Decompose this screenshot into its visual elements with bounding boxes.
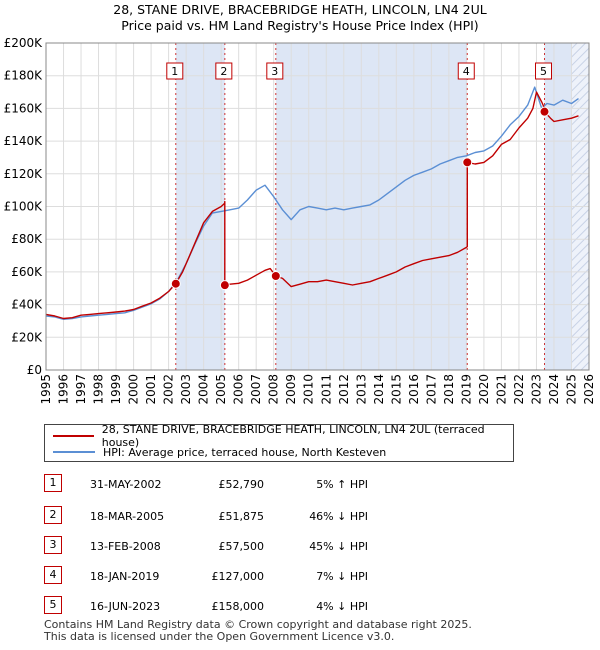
x-tick-label: 2016: [407, 374, 421, 405]
legend-hpi-label: HPI: Average price, terraced house, Nort…: [103, 445, 387, 459]
x-tick-label: 2023: [529, 374, 543, 405]
transaction-date: 13-FEB-2008: [90, 540, 161, 553]
sale-label-box-2: [215, 62, 233, 80]
transaction-number-badge: 2: [44, 506, 62, 524]
sale-label-box-5: [535, 62, 553, 80]
sale-label-1: 1: [171, 65, 178, 78]
y-tick-label: £0: [27, 363, 42, 377]
transaction-row: 1 31-MAY-2002 £52,790 5% ↑ HPI: [0, 474, 600, 496]
y-tick-label: £120K: [4, 167, 44, 181]
x-tick-label: 1995: [39, 374, 53, 405]
y-tick-label: £180K: [4, 69, 44, 83]
footer-copyright: Contains HM Land Registry data © Crown c…: [44, 618, 472, 631]
x-tick-label: 2005: [214, 374, 228, 405]
transaction-price: £51,875: [218, 510, 265, 523]
sale-label-box-1: [166, 62, 184, 80]
hpi-line: [45, 86, 579, 320]
transaction-number-badge: 3: [44, 536, 62, 554]
y-tick-label: £100K: [4, 200, 44, 214]
x-tick-label: 2001: [144, 374, 158, 405]
sale-label-3: 3: [271, 65, 278, 78]
transaction-hpi-diff: 7% ↓ HPI: [316, 570, 368, 583]
transaction-date: 18-MAR-2005: [90, 510, 165, 523]
transaction-row: 3 13-FEB-2008 £57,500 45% ↓ HPI: [0, 536, 600, 558]
sale-label-2: 2: [220, 65, 227, 78]
x-tick-label: 2018: [442, 374, 456, 405]
transaction-hpi-diff: 4% ↓ HPI: [316, 600, 368, 613]
x-tick-label: 2019: [459, 374, 473, 405]
x-tick-label: 2021: [494, 374, 508, 405]
x-tick-label: 2017: [424, 374, 438, 405]
y-tick-label: £200K: [4, 36, 44, 50]
y-tick-label: £160K: [4, 101, 44, 115]
x-tick-label: 2003: [179, 374, 193, 405]
transaction-price: £57,500: [218, 540, 265, 553]
x-tick-label: 2007: [249, 374, 263, 405]
y-tick-label: £40K: [11, 298, 43, 312]
x-tick-label: 2020: [477, 374, 491, 405]
sale-label-box-3: [266, 62, 284, 80]
property-line-swatch: [53, 435, 94, 437]
transaction-number-badge: 5: [44, 596, 62, 614]
transaction-price: £52,790: [218, 478, 265, 491]
x-tick-label: 2002: [162, 374, 176, 405]
x-tick-label: 2009: [284, 374, 298, 405]
transaction-price: £127,000: [211, 570, 265, 583]
transaction-date: 31-MAY-2002: [90, 478, 162, 491]
hpi-line-swatch: [53, 451, 95, 453]
transaction-hpi-diff: 5% ↑ HPI: [316, 478, 368, 491]
y-tick-label: £20K: [11, 330, 43, 344]
x-tick-label: 1996: [57, 374, 71, 405]
transaction-hpi-diff: 46% ↓ HPI: [309, 510, 368, 523]
x-tick-label: 2006: [232, 374, 246, 405]
transaction-price: £158,000: [211, 600, 265, 613]
y-tick-label: £80K: [11, 232, 43, 246]
transaction-row: 4 18-JAN-2019 £127,000 7% ↓ HPI: [0, 566, 600, 588]
sale-label-5: 5: [540, 65, 547, 78]
legend-property-label: 28, STANE DRIVE, BRACEBRIDGE HEATH, LINC…: [101, 423, 485, 449]
x-tick-label: 2010: [302, 374, 316, 405]
sale-point-3: [270, 270, 281, 281]
x-tick-label: 2015: [389, 374, 403, 405]
transaction-number-badge: 1: [44, 474, 62, 492]
chart-title-line2: Price paid vs. HM Land Registry's House …: [121, 18, 479, 33]
transaction-date: 18-JAN-2019: [90, 570, 160, 583]
legend-item-property: 28, STANE DRIVE, BRACEBRIDGE HEATH, LINC…: [53, 423, 513, 449]
x-tick-label: 2008: [267, 374, 281, 405]
transaction-row: 2 18-MAR-2005 £51,875 46% ↓ HPI: [0, 506, 600, 528]
transaction-number-badge: 4: [44, 566, 62, 584]
sale-label-4: 4: [463, 65, 470, 78]
footer: Contains HM Land Registry data © Crown c…: [44, 619, 472, 643]
legend: 28, STANE DRIVE, BRACEBRIDGE HEATH, LINC…: [44, 423, 514, 462]
x-tick-label: 2014: [372, 374, 386, 405]
footer-licence: This data is licensed under the Open Gov…: [44, 630, 395, 643]
transaction-date: 16-JUN-2023: [90, 600, 161, 613]
x-tick-label: 2011: [319, 374, 333, 405]
property-price-line: [45, 91, 579, 320]
price-chart: 1 2 3 4 5 £0 £20K £40K £60K £80K £100K £120K £140K £…: [4, 36, 596, 405]
x-tick-label: 2013: [354, 374, 368, 405]
x-tick-label: 2022: [512, 374, 526, 405]
y-tick-label: £140K: [4, 134, 44, 148]
y-tick-label: £60K: [11, 265, 43, 279]
transaction-row: 5 16-JUN-2023 £158,000 4% ↓ HPI: [0, 596, 600, 618]
sale-point-1: [170, 278, 181, 289]
sale-point-4: [462, 157, 473, 168]
x-tick-label: 2025: [564, 374, 578, 405]
sale-label-box-4: [457, 62, 475, 80]
x-tick-label: 2012: [337, 374, 351, 405]
x-tick-label: 2004: [197, 374, 211, 405]
transaction-hpi-diff: 45% ↓ HPI: [309, 540, 368, 553]
legend-item-hpi: HPI: Average price, terraced house, Nort…: [53, 444, 386, 460]
plot-frame: [45, 42, 590, 371]
x-tick-label: 2024: [547, 374, 561, 405]
sale-point-2: [219, 280, 230, 291]
x-tick-label: 1998: [92, 374, 106, 405]
x-tick-label: 1999: [109, 374, 123, 405]
x-tick-label: 2000: [127, 374, 141, 405]
chart-title-line1: 28, STANE DRIVE, BRACEBRIDGE HEATH, LINC…: [113, 2, 487, 17]
sale-point-5: [539, 106, 550, 117]
x-tick-label: 1997: [74, 374, 88, 405]
x-tick-label: 2026: [582, 374, 596, 405]
